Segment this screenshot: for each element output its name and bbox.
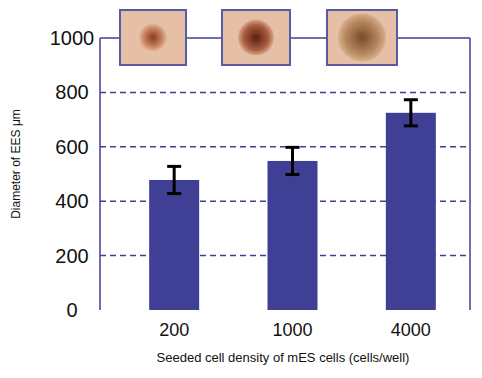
- bar: [149, 180, 199, 310]
- error-bar: [286, 147, 300, 174]
- y-axis-line: [99, 38, 101, 310]
- spheroid: [139, 24, 167, 52]
- x-tick-label: 4000: [391, 320, 431, 340]
- error-cap: [167, 165, 181, 168]
- error-cap: [286, 146, 300, 149]
- photo-frame: [120, 10, 186, 65]
- error-cap: [167, 192, 181, 195]
- x-tick-label: 200: [159, 320, 189, 340]
- photo-inset: [222, 10, 290, 65]
- x-tick-label: 1000: [272, 320, 312, 340]
- error-stem: [409, 100, 412, 126]
- bars: [149, 100, 436, 310]
- y-tick-label: 0: [66, 299, 77, 321]
- spheroid: [238, 20, 274, 56]
- bar: [386, 113, 436, 310]
- error-bar: [167, 166, 181, 193]
- x-axis-title: Seeded cell density of mES cells (cells/…: [157, 350, 410, 365]
- y-tick-label: 800: [55, 81, 88, 103]
- error-cap: [404, 98, 418, 101]
- error-bar: [404, 100, 418, 126]
- chart: 0 200 400 600 800 1000 200 1000 4000 Diameter of …: [0, 0, 482, 378]
- y-axis-title: Diameter of EES μm: [9, 109, 23, 219]
- grid-line: [100, 92, 470, 94]
- photo-frame: [327, 10, 397, 65]
- y-tick-label: 400: [55, 190, 88, 212]
- bar: [268, 161, 318, 310]
- photo-frame: [222, 10, 290, 65]
- photo-inset: [327, 10, 397, 65]
- y-tick-label: 1000: [50, 27, 95, 49]
- y-tick-label: 200: [55, 245, 88, 267]
- y-tick-label: 600: [55, 136, 88, 158]
- spheroid: [338, 14, 386, 62]
- frame-right: [469, 38, 471, 310]
- photo-inset: [120, 10, 186, 65]
- error-stem: [173, 166, 176, 193]
- error-cap: [404, 124, 418, 127]
- error-stem: [291, 147, 294, 174]
- error-cap: [286, 173, 300, 176]
